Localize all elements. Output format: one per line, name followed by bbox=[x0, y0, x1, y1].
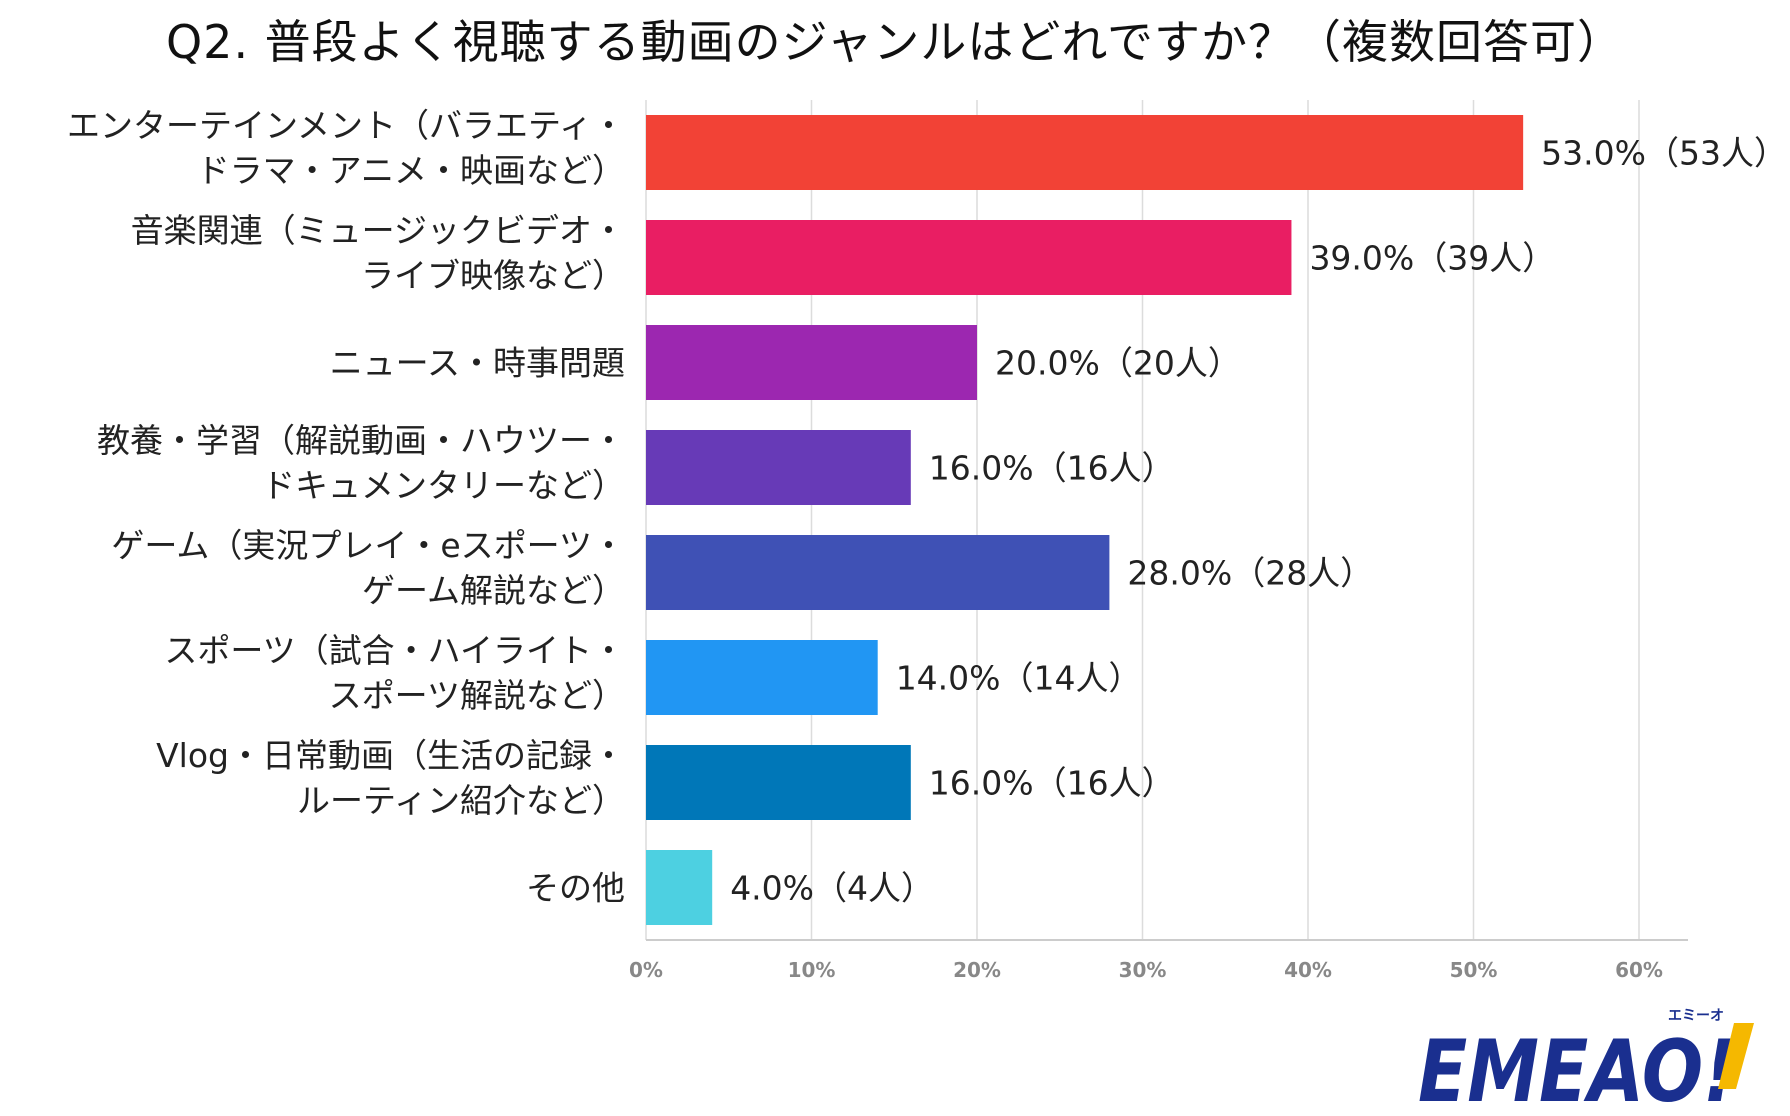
logo-wordmark: EMEAO! bbox=[1418, 1022, 1736, 1108]
category-label: ドラマ・アニメ・映画など） bbox=[197, 151, 625, 190]
x-tick-label: 40% bbox=[1284, 958, 1332, 982]
x-tick-label: 0% bbox=[629, 958, 663, 982]
bar bbox=[646, 325, 977, 400]
data-label: 28.0%（28人） bbox=[1127, 554, 1373, 593]
category-label: エンターテインメント（バラエティ・ bbox=[67, 106, 625, 145]
category-label: スポーツ解説など） bbox=[329, 676, 625, 715]
bar bbox=[646, 220, 1292, 295]
chart-title: Q2. 普段よく視聴する動画のジャンルはどれですか？（複数回答可） bbox=[165, 15, 1625, 69]
x-tick-label: 50% bbox=[1450, 958, 1498, 982]
bar bbox=[646, 430, 911, 505]
x-tick-label: 30% bbox=[1119, 958, 1167, 982]
data-label: 14.0%（14人） bbox=[896, 659, 1142, 698]
bar-chart: エンターテインメント（バラエティ・ドラマ・アニメ・映画など） 音楽関連（ミュージッ… bbox=[67, 100, 1787, 982]
value-labels: 53.0%（53人） 39.0%（39人） 20.0%（20人） 16.0%（16人）… bbox=[730, 134, 1787, 908]
logo-accent-mark bbox=[1718, 1023, 1754, 1089]
category-label: ニュース・時事問題 bbox=[330, 344, 625, 383]
data-label: 53.0%（53人） bbox=[1541, 134, 1787, 173]
category-label: ルーティン紹介など） bbox=[297, 781, 625, 820]
category-label: 音楽関連（ミュージックビデオ・ bbox=[131, 211, 625, 250]
emeao-logo: エミーオ EMEAO! bbox=[1418, 1003, 1758, 1116]
data-label: 4.0%（4人） bbox=[730, 869, 934, 908]
bar bbox=[646, 745, 911, 820]
x-tick-label: 10% bbox=[788, 958, 836, 982]
x-tick-label: 20% bbox=[953, 958, 1001, 982]
category-label: ライブ映像など） bbox=[361, 256, 625, 295]
bar bbox=[646, 535, 1110, 610]
bar bbox=[646, 115, 1524, 190]
category-label: 教養・学習（解説動画・ハウツー・ bbox=[97, 421, 625, 460]
x-tick-labels: 0% 10% 20% 30% 40% 50% 60% bbox=[629, 958, 1663, 982]
logo-kana: エミーオ bbox=[1668, 1008, 1724, 1024]
bar bbox=[646, 850, 713, 925]
category-label: ドキュメンタリーなど） bbox=[262, 466, 625, 505]
data-label: 39.0%（39人） bbox=[1309, 239, 1555, 278]
bars bbox=[646, 115, 1524, 925]
category-label: Vlog・日常動画（生活の記録・ bbox=[156, 736, 625, 775]
data-label: 16.0%（16人） bbox=[929, 449, 1175, 488]
data-label: 16.0%（16人） bbox=[929, 764, 1175, 803]
bar bbox=[646, 640, 878, 715]
category-label: スポーツ（試合・ハイライト・ bbox=[164, 631, 625, 670]
data-label: 20.0%（20人） bbox=[995, 344, 1241, 383]
category-label: ゲーム（実況プレイ・eスポーツ・ bbox=[111, 526, 625, 565]
category-label: ゲーム解説など） bbox=[362, 571, 625, 610]
category-label: その他 bbox=[526, 869, 625, 908]
x-tick-label: 60% bbox=[1615, 958, 1663, 982]
category-labels: エンターテインメント（バラエティ・ドラマ・アニメ・映画など） 音楽関連（ミュージッ… bbox=[67, 106, 625, 908]
